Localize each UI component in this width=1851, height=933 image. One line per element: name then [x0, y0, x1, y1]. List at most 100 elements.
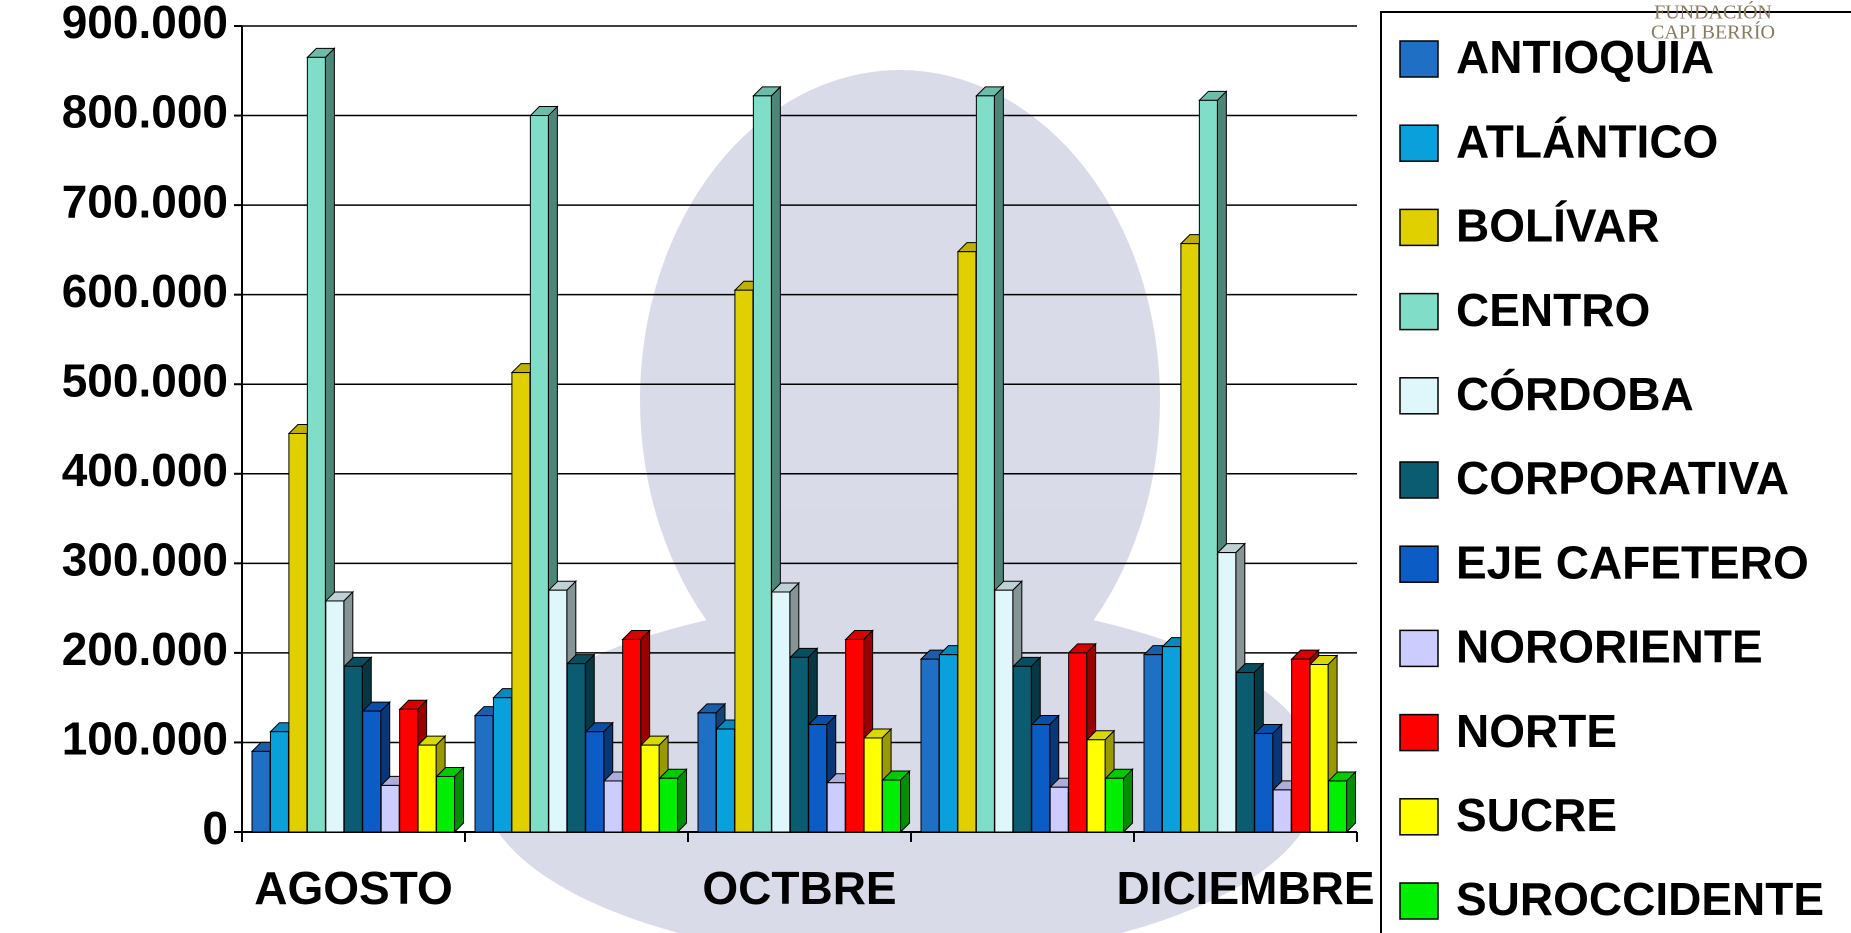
y-tick-label: 700.000 — [62, 175, 228, 227]
bar-front — [325, 600, 345, 833]
bar — [435, 766, 465, 834]
bar-front — [1272, 789, 1292, 833]
legend-label: ATLÁNTICO — [1456, 115, 1718, 167]
y-tick-label: 900.000 — [62, 0, 228, 48]
legend-swatch — [1399, 124, 1439, 162]
legend-label: CORPORATIVA — [1456, 452, 1789, 504]
bar-front — [1012, 665, 1032, 833]
bar — [881, 769, 911, 834]
bar-front — [380, 784, 400, 833]
bar-front — [1161, 646, 1181, 833]
bar-front — [474, 715, 494, 833]
bar-front — [789, 656, 809, 833]
legend-swatch — [1399, 545, 1439, 583]
bar-front — [343, 665, 363, 833]
legend-label: SUROCCIDENTE — [1456, 873, 1824, 925]
bar-front — [1254, 732, 1274, 833]
bar-front — [1143, 654, 1163, 833]
bar-front — [1217, 552, 1237, 833]
bar — [658, 768, 688, 834]
legend-label: ANTIOQUIA — [1456, 31, 1714, 83]
legend-label: EJE CAFETERO — [1456, 536, 1809, 588]
bar-front — [938, 654, 958, 833]
bar — [1104, 768, 1134, 834]
legend-label: BOLÍVAR — [1456, 200, 1660, 252]
bar-front — [734, 289, 754, 833]
bar-front — [808, 724, 828, 833]
bar-front — [863, 737, 883, 833]
bar-front — [697, 712, 717, 833]
bar-front — [399, 708, 419, 833]
bar-front — [548, 589, 568, 833]
logo-text: FUNDACIÓN — [1654, 0, 1772, 24]
legend-label: CÓRDOBA — [1456, 368, 1694, 420]
legend-label: SUCRE — [1456, 789, 1617, 841]
legend-label: NORTE — [1456, 705, 1617, 757]
y-tick-label: 300.000 — [62, 533, 228, 585]
logo-text: CAPI BERRÍO — [1651, 21, 1775, 44]
x-tick-label: OCTBRE — [702, 862, 896, 914]
bar-side — [454, 766, 465, 834]
legend-swatch — [1399, 629, 1439, 668]
bar-front — [417, 744, 437, 833]
bar-front — [920, 658, 940, 833]
bar-front — [1031, 724, 1051, 833]
bar-front — [715, 728, 735, 833]
bar-front — [1291, 658, 1311, 833]
y-tick-label: 0 — [202, 802, 228, 854]
bar-front — [1328, 780, 1348, 833]
bar-front — [771, 591, 791, 833]
bar-side — [900, 769, 911, 834]
bar-front — [845, 638, 865, 833]
legend-label: CENTRO — [1456, 284, 1650, 336]
bar-front — [1049, 786, 1069, 833]
bar-front — [622, 638, 642, 833]
legend-swatch — [1399, 713, 1439, 752]
y-tick-label: 500.000 — [62, 354, 228, 406]
bar-front — [511, 372, 531, 833]
bar-front — [251, 750, 271, 833]
bar-front — [1309, 664, 1329, 833]
legend-swatch — [1399, 798, 1439, 836]
bar-front — [288, 432, 308, 833]
bar-front — [1180, 243, 1200, 833]
bar-front — [640, 744, 660, 833]
legend-label: NORORIENTE — [1456, 621, 1763, 673]
bar-front — [975, 95, 995, 833]
legend-swatch — [1399, 208, 1439, 247]
bar-front — [362, 710, 382, 833]
bar-front — [957, 251, 977, 833]
bar-front — [566, 663, 586, 833]
bar-side — [1123, 768, 1134, 834]
y-tick-label: 400.000 — [62, 444, 228, 496]
bar-front — [659, 777, 679, 833]
legend-swatch — [1399, 292, 1439, 331]
bar-side — [1346, 770, 1357, 834]
bar-front — [1235, 672, 1255, 833]
bar-side — [677, 768, 688, 834]
legend-swatch — [1399, 461, 1439, 499]
bar-front — [492, 697, 512, 833]
bar-front — [269, 731, 289, 833]
bar-front — [1198, 99, 1218, 833]
bar-front — [603, 780, 623, 833]
x-tick-label: AGOSTO — [254, 862, 453, 914]
bar-front — [1105, 777, 1125, 833]
bar-front — [1068, 652, 1088, 833]
y-tick-label: 600.000 — [62, 265, 228, 317]
x-tick-label: DICIEMBRE — [1116, 862, 1374, 914]
bar-front — [585, 731, 605, 833]
bar-front — [436, 775, 456, 833]
bar-front — [994, 589, 1014, 833]
bar-front — [826, 782, 846, 833]
bar-front — [752, 95, 772, 833]
y-tick-label: 100.000 — [62, 713, 228, 765]
legend-swatch — [1399, 40, 1439, 78]
bar-front — [306, 56, 326, 833]
legend-box — [1380, 11, 1851, 933]
bar-front — [1086, 739, 1106, 833]
legend-swatch — [1399, 882, 1439, 920]
bar-front — [882, 779, 902, 833]
legend-swatch — [1399, 377, 1439, 415]
